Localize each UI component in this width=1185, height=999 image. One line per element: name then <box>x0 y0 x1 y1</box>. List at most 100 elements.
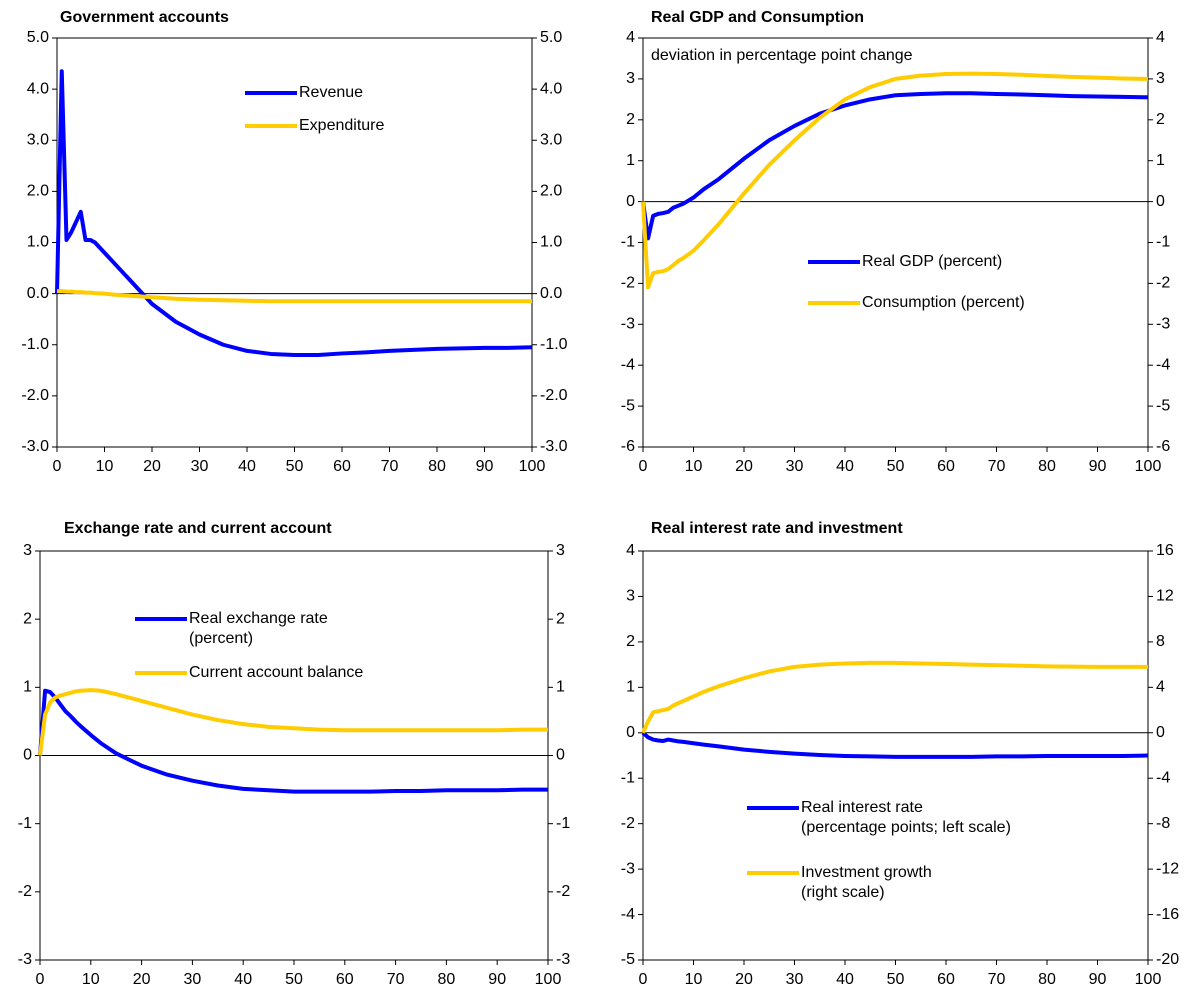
y-tick-label: -5 <box>621 951 635 968</box>
y-tick-label: -2.0 <box>21 387 49 404</box>
x-tick-label: 0 <box>639 971 648 988</box>
y2-tick-label: -2 <box>1156 275 1170 292</box>
x-tick-label: 30 <box>191 458 209 475</box>
y-tick-label: -2 <box>621 815 635 832</box>
y-tick-label: -1.0 <box>21 336 49 353</box>
y2-tick-label: -8 <box>1156 815 1170 832</box>
x-tick-label: 50 <box>887 458 905 475</box>
y-tick-label: -3 <box>18 951 32 968</box>
y-tick-label: 0 <box>626 193 635 210</box>
legend-label: Expenditure <box>299 117 385 134</box>
y2-tick-label: -6 <box>1156 438 1170 455</box>
y2-tick-label: 4 <box>1156 679 1165 696</box>
y2-tick-label: -12 <box>1156 860 1179 877</box>
x-tick-label: 100 <box>535 971 562 988</box>
y-tick-label: -1 <box>621 769 635 786</box>
x-tick-label: 70 <box>387 971 405 988</box>
legend-label: Investment growth (right scale) <box>801 864 932 901</box>
y-tick-label: 3 <box>626 70 635 87</box>
x-tick-label: 10 <box>82 971 100 988</box>
series-line <box>641 91 1149 241</box>
legend-label: Real exchange rate (percent) <box>189 610 328 647</box>
x-tick-label: 20 <box>735 971 753 988</box>
chart-title: Real interest rate and investment <box>651 520 903 537</box>
x-tick-label: 10 <box>685 971 703 988</box>
y-tick-label: 4.0 <box>27 80 49 97</box>
plot-frame <box>642 37 1149 448</box>
y2-tick-label: -20 <box>1156 951 1179 968</box>
y2-tick-label: 1.0 <box>540 234 562 251</box>
series-line <box>55 69 533 357</box>
x-tick-label: 50 <box>887 971 905 988</box>
series-line <box>641 731 1149 759</box>
x-tick-label: 40 <box>836 458 854 475</box>
y2-tick-label: 4.0 <box>540 80 562 97</box>
y-tick-label: 0 <box>23 747 32 764</box>
y2-tick-label: 3 <box>1156 70 1165 87</box>
y2-tick-label: -1.0 <box>540 336 568 353</box>
annotation: deviation in percentage point change <box>651 47 913 64</box>
y-tick-label: -1 <box>621 234 635 251</box>
y-tick-label: -1 <box>18 815 32 832</box>
y2-tick-label: -1 <box>556 815 570 832</box>
legend-label: Current account balance <box>189 664 364 681</box>
x-tick-label: 90 <box>476 458 494 475</box>
y-tick-label: 4 <box>626 542 635 559</box>
x-tick-label: 90 <box>1089 458 1107 475</box>
y-tick-label: 1 <box>626 679 635 696</box>
x-tick-label: 40 <box>234 971 252 988</box>
y2-tick-label: -3 <box>1156 316 1170 333</box>
x-tick-label: 20 <box>735 458 753 475</box>
y-tick-label: 2.0 <box>27 183 49 200</box>
x-tick-label: 100 <box>519 458 546 475</box>
y2-tick-label: -2.0 <box>540 387 568 404</box>
y2-tick-label: -4 <box>1156 769 1170 786</box>
legend-label: Real interest rate (percentage points; l… <box>801 799 1011 836</box>
y2-tick-label: 2 <box>1156 111 1165 128</box>
y-tick-label: -2 <box>621 275 635 292</box>
y2-tick-label: 2 <box>556 610 565 627</box>
x-tick-label: 30 <box>184 971 202 988</box>
y2-tick-label: -3.0 <box>540 438 568 455</box>
y2-tick-label: 1 <box>556 679 565 696</box>
y2-tick-label: 12 <box>1156 588 1174 605</box>
chart-title: Exchange rate and current account <box>64 520 332 537</box>
y2-tick-label: -3 <box>556 951 570 968</box>
y-tick-label: -4 <box>621 356 635 373</box>
y-tick-label: -3 <box>621 316 635 333</box>
x-tick-label: 70 <box>988 971 1006 988</box>
y-tick-label: 1 <box>626 152 635 169</box>
x-tick-label: 70 <box>381 458 399 475</box>
x-tick-label: 20 <box>143 458 161 475</box>
x-tick-label: 40 <box>836 971 854 988</box>
x-tick-label: 20 <box>133 971 151 988</box>
x-tick-label: 0 <box>36 971 45 988</box>
y2-tick-label: -5 <box>1156 397 1170 414</box>
series-line <box>57 289 532 304</box>
y-tick-label: 3 <box>23 542 32 559</box>
y2-tick-label: 3 <box>556 542 565 559</box>
y-tick-label: -3 <box>621 860 635 877</box>
x-tick-label: 0 <box>53 458 62 475</box>
y-tick-label: 0 <box>626 724 635 741</box>
y-tick-label: 5.0 <box>27 29 49 46</box>
y2-tick-label: 16 <box>1156 542 1174 559</box>
x-tick-label: 10 <box>685 458 703 475</box>
y2-tick-label: 3.0 <box>540 131 562 148</box>
legend-label: Revenue <box>299 84 364 101</box>
y-tick-label: -3.0 <box>21 438 49 455</box>
y-tick-label: 3.0 <box>27 131 49 148</box>
y-tick-label: 1.0 <box>27 234 49 251</box>
y2-tick-label: -1 <box>1156 234 1170 251</box>
x-tick-label: 80 <box>1038 458 1056 475</box>
series-line <box>38 688 548 756</box>
y2-tick-label: 5.0 <box>540 29 562 46</box>
x-tick-label: 60 <box>336 971 354 988</box>
y2-tick-label: 2.0 <box>540 183 562 200</box>
y-tick-label: -6 <box>621 438 635 455</box>
y-tick-label: 1 <box>23 679 32 696</box>
x-tick-label: 50 <box>286 458 304 475</box>
x-tick-label: 50 <box>285 971 303 988</box>
